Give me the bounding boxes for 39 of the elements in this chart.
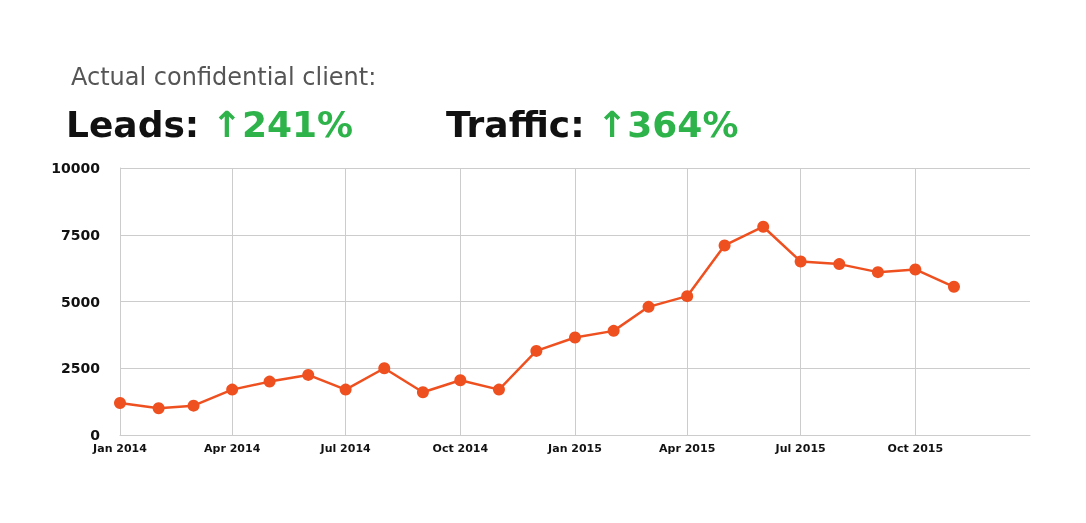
point <box>642 300 655 313</box>
point <box>871 266 884 279</box>
y-tick-label: 10000 <box>51 160 101 176</box>
point <box>114 396 126 409</box>
point <box>569 331 581 344</box>
x-tick-label: Oct 2015 <box>887 442 944 455</box>
point <box>909 263 922 276</box>
text: Traffic: ↑364% <box>446 103 739 145</box>
point <box>718 239 731 252</box>
text: Leads: ↑241% <box>66 103 354 145</box>
point <box>226 383 239 396</box>
point <box>794 255 807 268</box>
point <box>681 290 694 303</box>
point <box>152 402 165 415</box>
y-tick-label: 0 <box>90 427 101 443</box>
point <box>492 383 505 396</box>
point <box>416 386 429 399</box>
x-tick-label: Jan 2014 <box>92 442 148 455</box>
point <box>530 344 543 357</box>
x-tick-label: Oct 2014 <box>432 442 489 455</box>
y-tick-label: 7500 <box>61 226 101 243</box>
x-tick-label: Apr 2014 <box>204 442 261 455</box>
point <box>947 280 960 293</box>
point <box>339 383 352 396</box>
y-tick-label: 2500 <box>61 360 101 377</box>
point <box>833 258 846 271</box>
x-tick-label: Jul 2014 <box>319 442 372 455</box>
x-tick-label: Jul 2015 <box>774 442 826 455</box>
chart-title: Actual confidential client: <box>71 63 377 91</box>
point <box>302 368 315 381</box>
point <box>757 220 770 233</box>
x-tick-label: Jan 2015 <box>547 442 602 455</box>
point <box>263 375 276 388</box>
y-tick-label: 5000 <box>61 293 101 310</box>
x-tick-label: Apr 2015 <box>659 442 716 455</box>
point <box>187 399 200 412</box>
point <box>454 374 467 387</box>
point <box>607 324 620 337</box>
point <box>378 362 391 375</box>
